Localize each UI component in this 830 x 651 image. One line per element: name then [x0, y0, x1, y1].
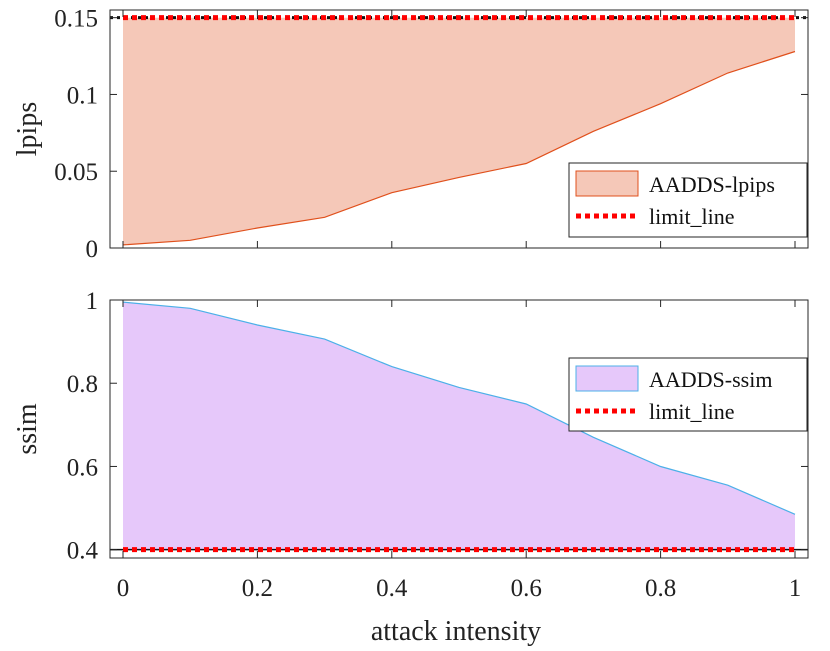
- area-edge-AADDS-lpips: [122, 50, 796, 246]
- x-axis-label: attack intensity: [371, 616, 541, 647]
- area-fill-AADDS-ssim: [123, 302, 795, 550]
- legend-label: limit_line: [649, 204, 735, 229]
- legend-swatch-area: [575, 365, 639, 392]
- x-tick-label: 0.6: [511, 575, 542, 602]
- y-tick-label: 0.05: [54, 159, 98, 186]
- y-tick-label: 0.8: [67, 371, 98, 398]
- y-tick-label: 0.1: [67, 82, 98, 109]
- y-tick-label: 0.15: [54, 6, 98, 33]
- axes-box: [109, 299, 809, 559]
- y-axis-label: lpips: [12, 102, 43, 156]
- x-tick-label: 0: [117, 575, 130, 602]
- legend-label: AADDS-ssim: [649, 367, 772, 392]
- x-tick-label: 0.4: [376, 575, 408, 602]
- legend-label: limit_line: [649, 399, 735, 424]
- lpips-panel: 0 0.05 0.1 0.15 lpips AADDS-lpips limit_line: [12, 6, 809, 263]
- area-fill-AADDS-lpips: [123, 17, 795, 245]
- y-tick-label: 0.4: [67, 538, 99, 565]
- x-tick-label: 0.2: [242, 575, 273, 602]
- y-tick-label: 0.6: [67, 454, 98, 481]
- y-tick-label: 1: [86, 288, 99, 315]
- legend-label: AADDS-lpips: [649, 172, 775, 197]
- y-tick-label: 0: [86, 236, 99, 263]
- y-axis-label: ssim: [12, 403, 43, 455]
- legend-swatch-area: [575, 170, 639, 197]
- area-edge-AADDS-ssim: [122, 301, 796, 515]
- x-tick-label: 1: [789, 575, 802, 602]
- ssim-panel: 0.4 0.6 0.8 1 0 0.2 0.4 0.6 0.8 1 ssim AADDS-ssim li…: [12, 288, 809, 602]
- axes-box: [109, 9, 809, 249]
- x-tick-label: 0.8: [645, 575, 676, 602]
